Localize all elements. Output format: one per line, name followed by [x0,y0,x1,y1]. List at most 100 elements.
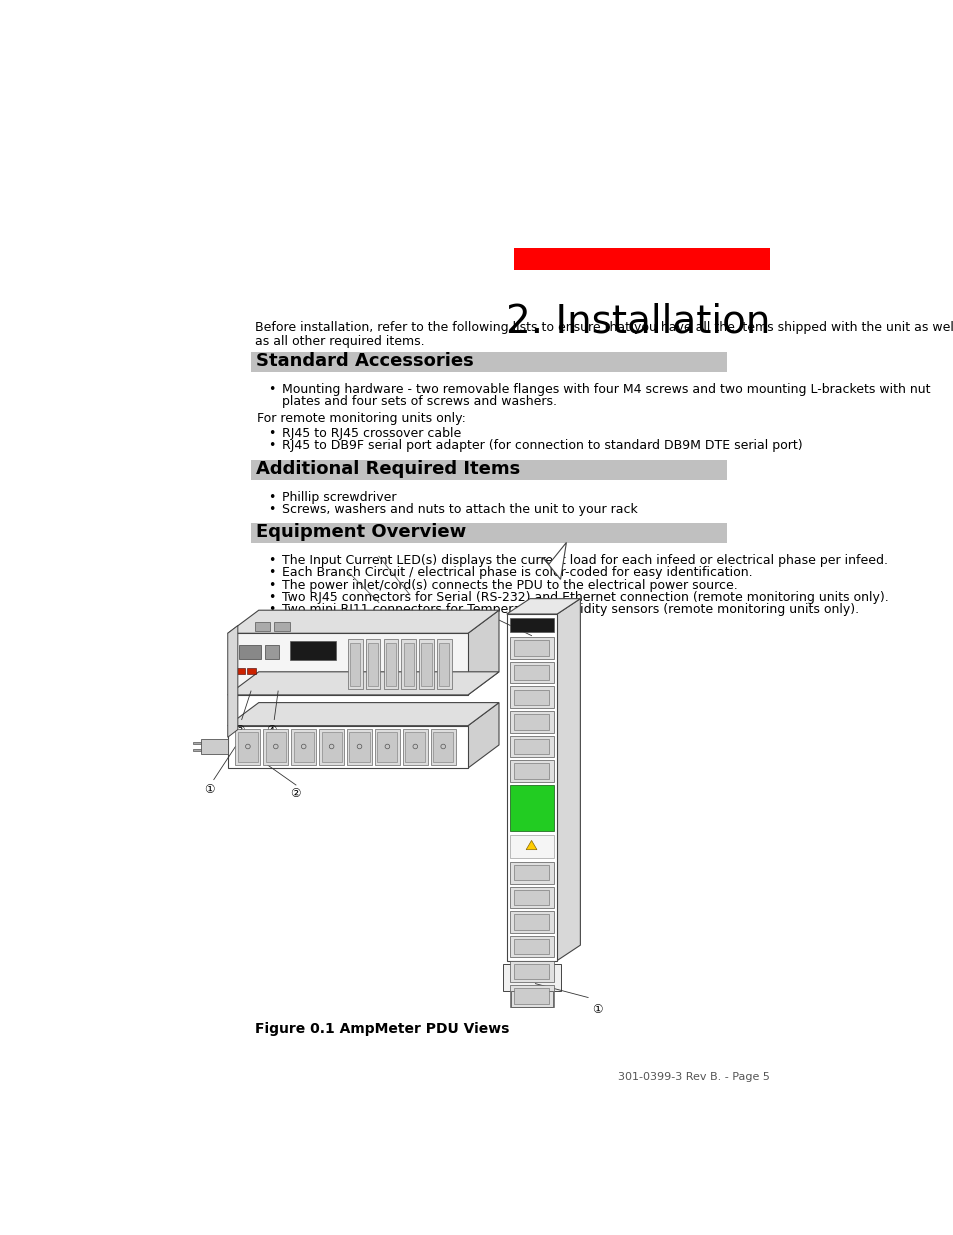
Bar [377,732,397,762]
Bar [401,640,416,689]
Bar [247,668,256,674]
Bar [403,642,414,685]
Bar [514,664,549,680]
Bar [514,889,549,905]
Bar [375,729,399,764]
Polygon shape [228,610,498,634]
Bar [347,729,372,764]
Bar [436,640,452,689]
Text: The Input Current LED(s) displays the current load for each infeed or electrical: The Input Current LED(s) displays the cu… [282,555,887,567]
Polygon shape [193,748,200,751]
Polygon shape [228,703,498,726]
Bar [235,668,245,674]
Bar [506,614,557,961]
Bar [251,352,726,372]
Text: •: • [268,592,275,604]
Bar [509,887,554,908]
Bar [228,726,468,768]
Text: •: • [268,440,275,452]
Bar [514,248,769,270]
Bar [439,642,449,685]
Polygon shape [506,599,579,614]
Bar [266,732,286,762]
Text: Two RJ45 connectors for Serial (RS-232) and Ethernet connection (remote monitori: Two RJ45 connectors for Serial (RS-232) … [282,592,888,604]
Bar [265,645,278,658]
Bar [514,864,549,881]
Text: ② Input Current LED: ② Input Current LED [270,646,390,658]
Bar [405,732,425,762]
Text: ①: ① [592,1003,602,1016]
Bar [365,640,380,689]
Bar [254,621,270,631]
Text: Figure 0.1 AmpMeter PDU Views: Figure 0.1 AmpMeter PDU Views [254,1023,509,1036]
Polygon shape [468,610,498,695]
Text: •: • [268,603,275,616]
Text: 2. Installation: 2. Installation [505,303,769,340]
Bar [421,642,431,685]
Text: ④: ④ [266,724,276,737]
Text: Additional Required Items: Additional Required Items [255,461,519,478]
Bar [509,785,554,831]
Bar [433,732,453,762]
Text: 88 88: 88 88 [294,642,323,652]
Bar [402,729,427,764]
Bar [348,640,362,689]
Bar [263,729,288,764]
Text: plates and four sets of screws and washers.: plates and four sets of screws and washe… [282,395,557,409]
Text: 88: 88 [513,619,524,629]
Text: ①: ① [204,783,214,797]
Bar [514,714,549,730]
Text: Equipment Overview: Equipment Overview [255,524,465,541]
Polygon shape [525,841,537,850]
Bar [239,645,261,658]
Bar [514,963,549,979]
Text: For remote monitoring units only:: For remote monitoring units only: [257,412,466,425]
Polygon shape [468,703,498,768]
Bar [509,736,554,757]
Bar [509,761,554,782]
Bar [509,911,554,932]
Polygon shape [542,542,566,579]
Bar [509,711,554,732]
Bar [349,732,369,762]
Bar [509,835,554,858]
Bar [514,763,549,779]
Text: RJ45 to DB9F serial port adapter (for connection to standard DB9M DTE serial por: RJ45 to DB9F serial port adapter (for co… [282,440,801,452]
Bar [274,621,290,631]
Bar [509,687,554,708]
Text: ③: ③ [233,724,244,737]
Bar [514,739,549,755]
Bar [514,640,549,656]
Polygon shape [228,672,498,695]
Bar [290,641,335,661]
Text: ① Power Input: ① Power Input [270,632,355,645]
Bar [319,729,344,764]
Bar [514,689,549,705]
Bar [383,640,397,689]
Text: •: • [268,503,275,516]
Text: ②: ② [290,787,300,800]
Bar [291,729,315,764]
Text: •: • [268,579,275,592]
Text: Each Branch Circuit / electrical phase is color-coded for easy identification.: Each Branch Circuit / electrical phase i… [282,567,752,579]
Bar [228,634,468,695]
Text: 301-0399-3 Rev B. - Page 5: 301-0399-3 Rev B. - Page 5 [618,1072,769,1082]
Bar [294,732,314,762]
Text: Mounting hardware - two removable flanges with four M4 screws and two mounting L: Mounting hardware - two removable flange… [282,383,929,396]
Bar [509,618,554,632]
Text: •: • [268,567,275,579]
Bar [510,992,553,1007]
Text: •: • [268,555,275,567]
Bar [431,729,456,764]
Polygon shape [228,626,237,737]
Bar [509,936,554,957]
Bar [509,961,554,982]
Bar [385,642,395,685]
Polygon shape [193,742,200,745]
Text: Phillip screwdriver: Phillip screwdriver [282,490,396,504]
Text: Standard Accessories: Standard Accessories [255,352,473,370]
Text: ③ Ethernet / RS232 Ports: ③ Ethernet / RS232 Ports [270,659,418,673]
Bar [200,739,228,755]
Text: as all other required items.: as all other required items. [254,335,424,347]
Bar [368,642,377,685]
